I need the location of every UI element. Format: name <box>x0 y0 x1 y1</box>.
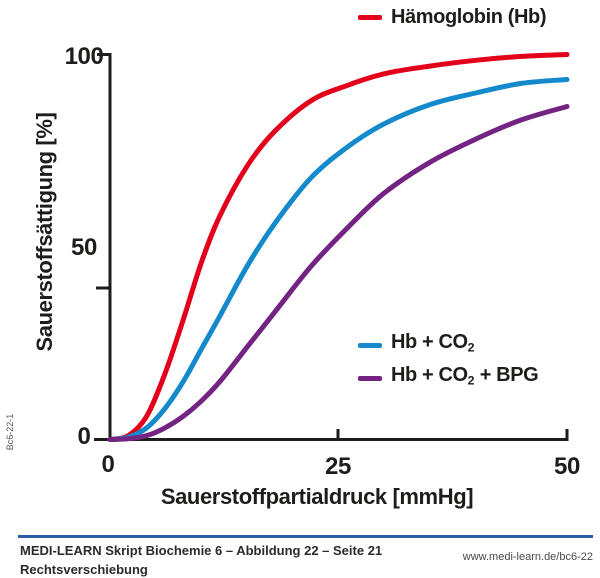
hb-co2-subscript: 2 <box>467 340 475 355</box>
curve-hb-co2-bpg <box>107 104 570 442</box>
hb-legend-text: Hämoglobin (Hb) <box>391 6 547 28</box>
footer-subcaption: Rechtsverschiebung <box>20 562 148 577</box>
hb-co2-bpg-text-post: + BPG <box>474 364 539 387</box>
y-tick-label-50: 50 <box>71 234 97 261</box>
hb-co2-legend-label: Hb + CO2 <box>391 330 475 359</box>
footer-url: www.medi-learn.de/bc6-22 <box>462 551 593 563</box>
x-tick-label-25: 25 <box>325 453 351 480</box>
x-tick-label-50: 50 <box>554 453 580 480</box>
figure-code-watermark: Bc6-22-1 <box>5 413 15 451</box>
curve-hb <box>107 52 570 442</box>
footer-caption: MEDI-LEARN Skript Biochemie 6 – Abbildun… <box>20 543 383 558</box>
hb-co2-text: Hb + CO <box>391 331 468 354</box>
curves <box>107 52 570 442</box>
footer-rule <box>18 535 593 538</box>
hb-legend-label: Hämoglobin (Hb) <box>391 5 546 29</box>
legend-row-hb-co2-bpg: Hb + CO2 + BPG <box>358 363 539 392</box>
legend-row-hb-co2: Hb + CO2 <box>358 330 538 359</box>
x-tick-label-0: 0 <box>101 451 115 478</box>
inner-legend: Hb + CO2 Hb + CO2 + BPG <box>358 330 539 392</box>
x-axis-title: Sauerstoffpartialdruck [mmHg] <box>160 484 474 509</box>
hb-legend-dash-icon <box>358 14 382 20</box>
curve-hb-co2 <box>107 77 570 442</box>
hb-co2-legend-dash-icon <box>358 342 382 348</box>
y-tick-label-100: 100 <box>64 43 104 70</box>
y-axis-title: Sauerstoffsättigung [%] <box>32 112 57 352</box>
y-tick-label-0: 0 <box>77 423 91 450</box>
hb-co2-bpg-legend-label: Hb + CO2 + BPG <box>391 363 539 392</box>
hb-co2-bpg-subscript: 2 <box>467 373 475 388</box>
hb-co2-bpg-text: Hb + CO <box>391 364 468 387</box>
hb-co2-bpg-legend-dash-icon <box>358 375 382 381</box>
top-legend: Hämoglobin (Hb) <box>358 5 546 29</box>
